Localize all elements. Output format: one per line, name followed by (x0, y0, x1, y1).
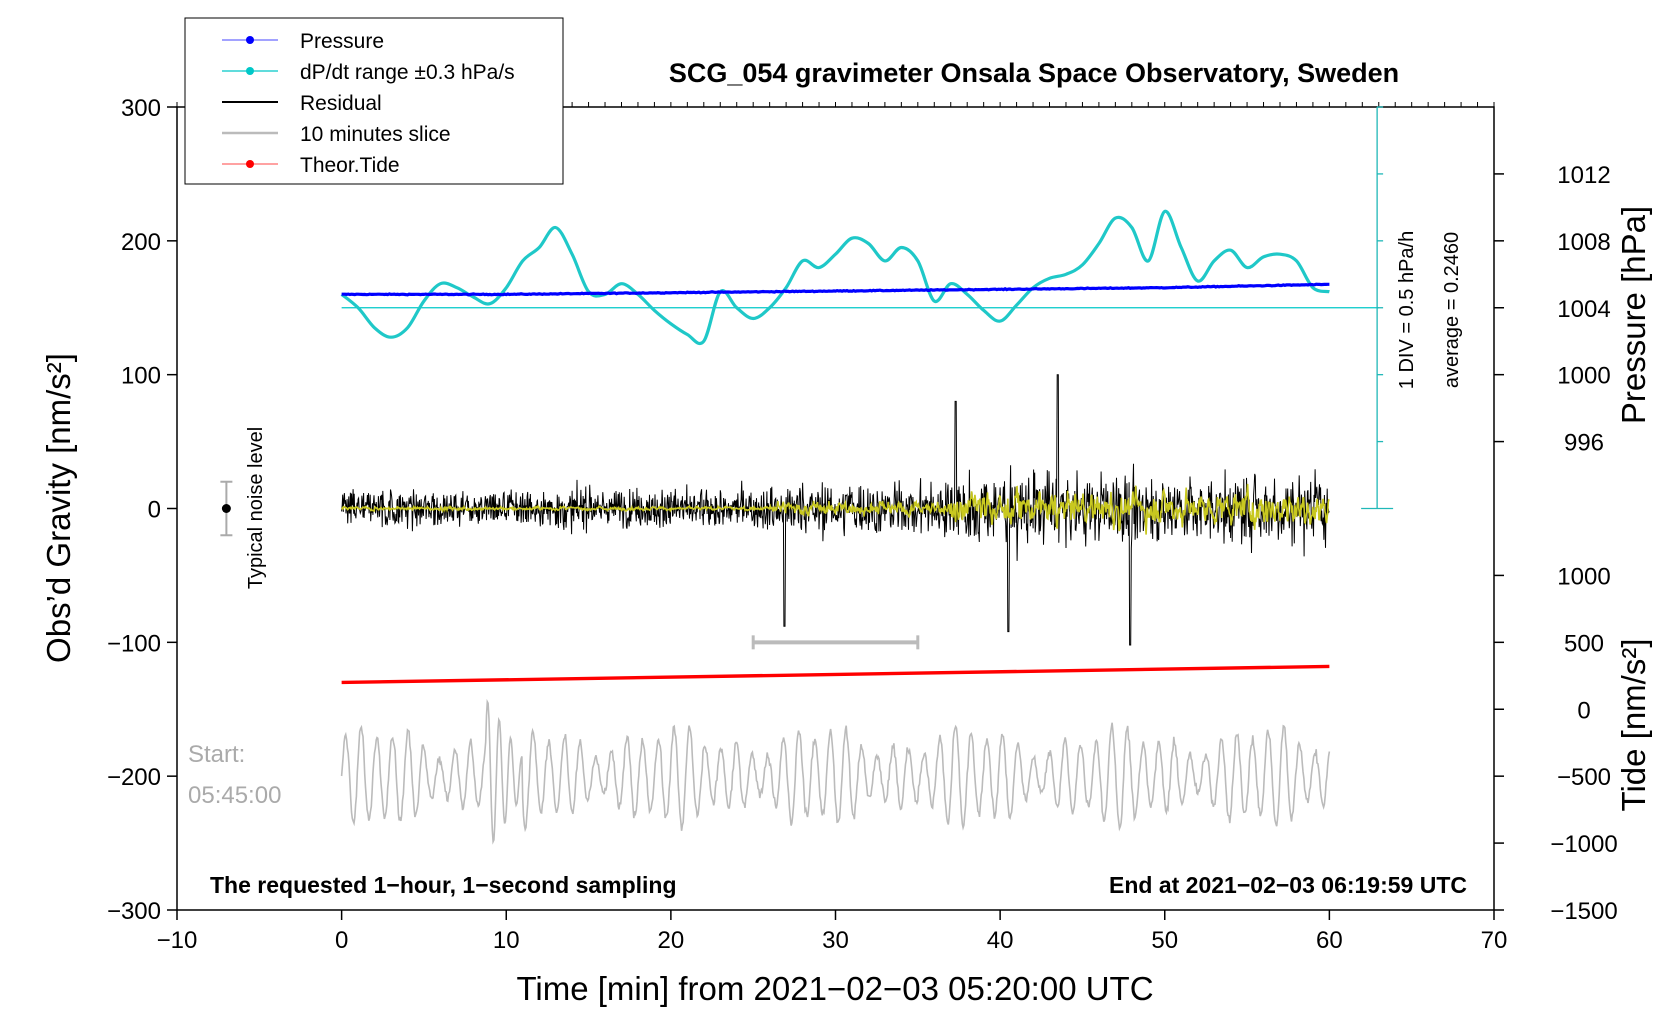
residual-line (341, 374, 1330, 646)
y-tide-tick-label: −1000 (1550, 831, 1617, 858)
y-pressure-tick-label: 996 (1564, 430, 1604, 457)
pressure-series-group (341, 282, 1330, 297)
y-left-tick-label: −200 (107, 764, 161, 791)
legend: Pressure dP/dt range ±0.3 hPa/s Residual… (184, 17, 564, 185)
y-left-tick-label: −300 (107, 898, 161, 925)
y-tide-tick-label: 1000 (1557, 563, 1610, 590)
noise-level-label: Typical noise level (245, 427, 267, 589)
scale-average-label: average = 0.2460 (1441, 232, 1463, 388)
tide-line (341, 664, 1330, 685)
y-left-tick-label: 300 (121, 95, 161, 122)
legend-pressure-dot (246, 36, 254, 44)
noise-dot (221, 504, 231, 513)
y-left-tick-label: 200 (121, 229, 161, 256)
residual-series-group (341, 374, 1330, 646)
x-tick-label: 60 (1316, 927, 1343, 954)
x-tick-label: 40 (987, 927, 1014, 954)
y-pressure-tick-label: 1012 (1557, 162, 1610, 189)
x-tick-label: 20 (658, 927, 685, 954)
x-tick-label: 50 (1151, 927, 1178, 954)
slice-series-group (340, 698, 1331, 845)
y-pressure-tick-label: 1000 (1557, 363, 1610, 390)
tide-series-group (341, 664, 1330, 685)
y-left-ticks: 300 200 100 0 −100 −200 −300 (107, 95, 177, 925)
legend-dpdt-dot (246, 67, 254, 75)
chart-title: SCG_054 gravimeter Onsala Space Observat… (669, 58, 1399, 88)
y-left-tick-label: 100 (121, 363, 161, 390)
noise-bar-group (220, 480, 233, 537)
y-tide-tick-label: 0 (1577, 697, 1590, 724)
start-label: Start: (188, 741, 245, 768)
legend-slice-label: 10 minutes slice (300, 123, 451, 146)
start-time-label: 05:45:00 (188, 782, 281, 809)
y-left-tick-label: 0 (148, 497, 161, 524)
x-tick-label: 10 (493, 927, 520, 954)
filtered-residual-line (340, 483, 1330, 535)
pressure-line (341, 282, 1330, 297)
x-tick-label: 0 (335, 927, 348, 954)
slice-line (340, 698, 1331, 845)
x-tick-label: 30 (822, 927, 849, 954)
y-axis-label-tide: Tide [nm/s²] (1615, 639, 1652, 812)
y-tide-tick-label: 500 (1564, 630, 1604, 657)
legend-tide-dot (246, 160, 254, 168)
dpdt-line (340, 209, 1330, 346)
y-pressure-ticks: 1012 1008 1004 1000 996 (1494, 162, 1611, 457)
dpdt-series-group (340, 209, 1379, 346)
y-pressure-tick-label: 1004 (1557, 296, 1610, 323)
y-pressure-tick-label: 1008 (1557, 229, 1610, 256)
legend-tide-label: Theor.Tide (300, 154, 400, 177)
slice-marker-group (751, 635, 920, 650)
x-tick-label: −10 (157, 927, 198, 954)
x-tick-label: 70 (1481, 927, 1508, 954)
y-tide-tick-label: −1500 (1550, 898, 1617, 925)
footer-left-label: The requested 1−hour, 1−second sampling (210, 872, 677, 898)
y-tide-tick-label: −500 (1557, 764, 1611, 791)
filtered-residual-group (340, 483, 1330, 535)
y-axis-label-left: Obs’d Gravity [nm/s²] (40, 353, 77, 663)
dpdt-scale-bar-group (1361, 106, 1394, 510)
legend-dpdt-label: dP/dt range ±0.3 hPa/s (300, 61, 515, 84)
x-axis-label: Time [min] from 2021−02−03 05:20:00 UTC (516, 970, 1153, 1007)
scale-div-label: 1 DIV = 0.5 hPa/h (1396, 231, 1418, 389)
legend-pressure-label: Pressure (300, 30, 384, 53)
y-axis-label-pressure: Pressure [hPa] (1615, 206, 1652, 424)
footer-right-label: End at 2021−02−03 06:19:59 UTC (1109, 872, 1467, 898)
y-left-tick-label: −100 (107, 630, 161, 657)
legend-residual-label: Residual (300, 92, 382, 115)
y-tide-ticks: 1000 500 0 −500 −1000 −1500 (1494, 563, 1618, 925)
x-axis-ticks: −10 0 10 20 30 40 50 60 70 (157, 910, 1508, 954)
